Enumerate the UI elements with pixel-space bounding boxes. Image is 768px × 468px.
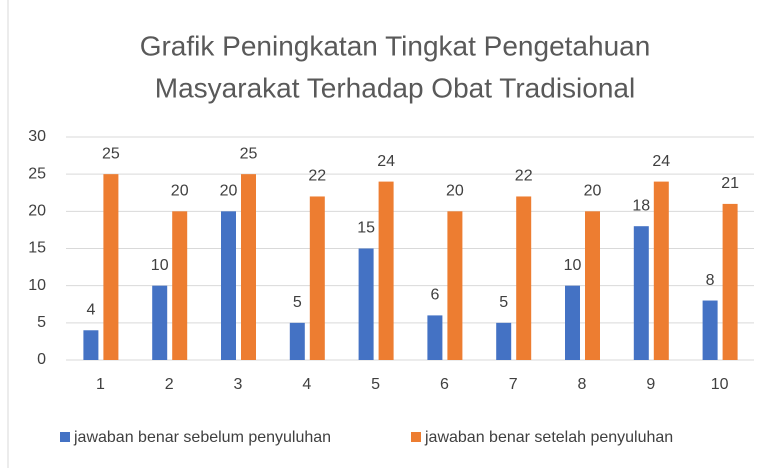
x-tick-label: 8 [578, 376, 587, 393]
data-label: 22 [308, 168, 326, 185]
x-tick-label: 6 [440, 376, 449, 393]
bar [103, 174, 119, 360]
bar [585, 211, 600, 360]
y-tick-label: 5 [37, 314, 46, 331]
bar [496, 322, 512, 360]
data-label: 8 [706, 272, 715, 289]
bar [152, 285, 168, 360]
bar [289, 322, 305, 360]
chart-title: Masyarakat Terhadap Obat Tradisional [155, 72, 635, 103]
data-label: 21 [721, 175, 739, 192]
y-tick-label: 15 [28, 240, 46, 257]
data-label: 15 [357, 220, 375, 237]
bar [378, 181, 394, 360]
data-label: 4 [86, 301, 95, 318]
data-label: 20 [220, 183, 238, 200]
bar [172, 211, 188, 360]
x-tick-label: 1 [96, 376, 105, 393]
y-tick-label: 20 [28, 203, 46, 220]
bar [633, 226, 649, 360]
data-label: 5 [499, 294, 508, 311]
bar [241, 174, 256, 360]
data-label: 20 [446, 183, 464, 200]
legend-label: jawaban benar sebelum penyuluhan [73, 429, 331, 446]
bar [447, 211, 463, 360]
bar [358, 248, 374, 360]
bar [702, 300, 718, 360]
bar [722, 203, 738, 360]
data-label: 25 [240, 145, 258, 162]
x-tick-label: 9 [646, 376, 655, 393]
y-tick-label: 25 [28, 165, 46, 182]
x-tick-label: 7 [509, 376, 518, 393]
bar [427, 315, 443, 360]
x-tick-label: 2 [165, 376, 174, 393]
data-label: 24 [652, 153, 670, 170]
bar [516, 196, 532, 360]
x-tick-label: 10 [711, 376, 729, 393]
data-label: 22 [515, 168, 533, 185]
data-label: 20 [171, 183, 189, 200]
y-tick-label: 0 [37, 351, 46, 368]
x-tick-label: 3 [234, 376, 243, 393]
legend-swatch [60, 432, 70, 442]
data-label: 18 [632, 197, 650, 214]
bar [83, 330, 99, 360]
chart-title: Grafik Peningkatan Tingkat Pengetahuan [140, 30, 651, 61]
data-label: 10 [151, 257, 169, 274]
data-label: 5 [293, 294, 302, 311]
bar [221, 211, 236, 360]
data-label: 24 [377, 153, 395, 170]
data-label: 10 [564, 257, 582, 274]
legend-label: jawaban benar setelah penyuluhan [424, 429, 673, 446]
x-tick-label: 5 [371, 376, 380, 393]
y-tick-label: 10 [28, 277, 46, 294]
bar [565, 285, 580, 360]
bar [653, 181, 669, 360]
x-tick-label: 4 [302, 376, 311, 393]
bar [309, 196, 325, 360]
data-label: 6 [430, 287, 439, 304]
y-tick-label: 30 [28, 128, 46, 145]
data-label: 20 [584, 183, 602, 200]
data-label: 25 [102, 145, 120, 162]
legend-swatch [411, 432, 421, 442]
